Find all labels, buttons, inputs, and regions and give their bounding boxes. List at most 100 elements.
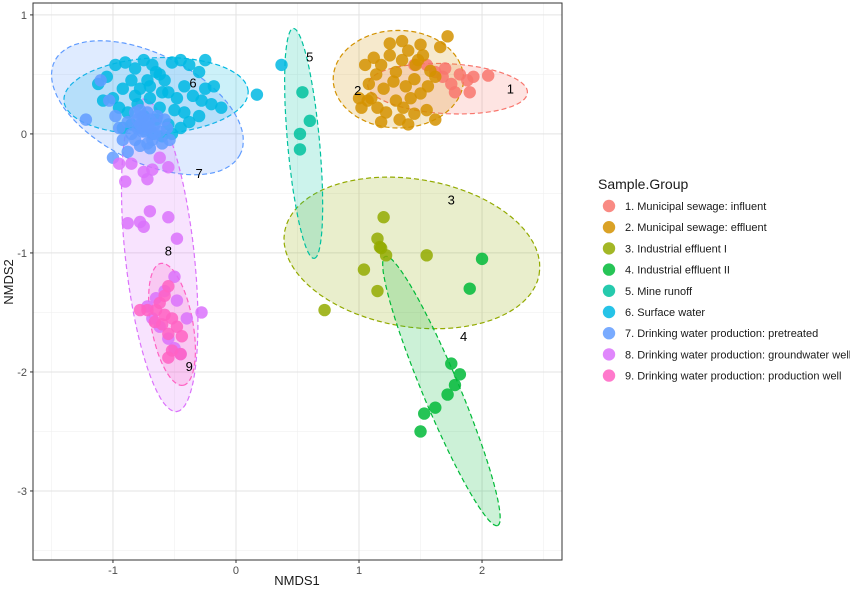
point-group-8: [119, 175, 132, 188]
point-group-7: [103, 94, 116, 107]
point-group-6: [143, 80, 157, 93]
group-label-1: 1: [507, 82, 514, 97]
point-group-6: [170, 92, 184, 105]
point-group-6: [183, 58, 196, 72]
point-group-2: [358, 58, 372, 72]
point-group-1: [438, 62, 452, 75]
point-group-2: [434, 40, 447, 54]
axis-ticks: -1 0 1 2 1 0 -1 -2 -3: [17, 10, 485, 577]
ellipse-5: [283, 27, 324, 260]
point-group-7: [112, 121, 126, 135]
point-group-6: [275, 58, 288, 72]
x-axis-title: NMDS1: [274, 573, 320, 588]
point-group-6: [125, 74, 138, 87]
point-group-8: [170, 232, 184, 245]
group-labels: 1 2 3 4 5 6 7 8 9: [165, 50, 514, 374]
point-group-2: [402, 44, 415, 57]
group-label-7: 7: [195, 166, 202, 181]
y-tick-label: -3: [17, 486, 27, 498]
legend-label-4: 4. Industrial effluent II: [625, 265, 730, 277]
point-group-8: [195, 306, 208, 319]
legend-label-6: 6. Surface water: [625, 307, 705, 319]
point-group-2: [408, 107, 421, 120]
point-group-4: [475, 252, 489, 266]
point-group-2: [389, 65, 403, 79]
point-group-6: [178, 80, 191, 93]
point-group-2: [379, 106, 393, 119]
point-group-2: [404, 92, 417, 105]
group-label-8: 8: [165, 244, 172, 259]
point-group-6: [199, 53, 212, 67]
y-tick-label: -2: [17, 367, 27, 379]
point-group-3: [377, 211, 390, 224]
point-group-7: [116, 133, 130, 147]
point-group-2: [429, 113, 442, 126]
group-label-4: 4: [460, 329, 467, 344]
point-group-2: [414, 38, 427, 51]
point-group-9: [170, 320, 184, 333]
point-group-4: [429, 401, 442, 414]
point-group-2: [370, 68, 383, 81]
data-points: [79, 30, 495, 438]
legend-label-1: 1. Municipal sewage: influent: [625, 201, 766, 213]
point-group-2: [408, 72, 421, 86]
y-tick-label: 0: [21, 129, 27, 141]
ellipse-3: [283, 176, 541, 330]
point-group-2: [395, 53, 409, 67]
group-label-3: 3: [448, 192, 455, 207]
point-group-9: [158, 289, 171, 302]
legend-key-7: [602, 327, 616, 340]
legend-label-9: 9. Drinking water production: production…: [625, 371, 841, 383]
legend-key-6: [602, 305, 616, 319]
point-group-6: [116, 82, 130, 95]
point-group-9: [149, 303, 163, 317]
legend-label-7: 7. Drinking water production: pretreated: [625, 328, 818, 340]
point-group-2: [429, 70, 442, 83]
legend-label-2: 2. Municipal sewage: effluent: [625, 222, 767, 234]
point-group-2: [395, 34, 409, 48]
point-group-9: [148, 315, 161, 329]
point-group-8: [162, 161, 175, 174]
point-group-6: [207, 80, 221, 93]
point-group-2: [441, 30, 454, 43]
legend-title: Sample.Group: [598, 176, 688, 192]
point-group-6: [168, 103, 181, 117]
point-group-2: [421, 80, 435, 93]
point-group-8: [112, 157, 126, 170]
point-group-2: [387, 75, 400, 88]
point-group-2: [411, 53, 425, 67]
point-group-7: [141, 120, 154, 133]
point-group-2: [420, 103, 433, 117]
point-group-6: [250, 88, 264, 101]
y-axis-title: NMDS2: [1, 259, 16, 305]
point-group-4: [453, 368, 467, 381]
point-group-6: [128, 89, 142, 103]
point-group-6: [109, 58, 122, 72]
legend-key-2: [602, 221, 616, 234]
legend-key-3: [602, 242, 616, 255]
point-group-7: [160, 121, 174, 135]
point-group-4: [445, 357, 458, 370]
group-label-9: 9: [186, 359, 193, 374]
legend-key-5: [602, 284, 616, 297]
point-group-2: [383, 49, 396, 62]
y-tick-label: 1: [21, 10, 27, 22]
point-group-9: [162, 351, 175, 364]
point-group-4: [463, 282, 476, 295]
point-group-6: [128, 62, 142, 75]
point-group-8: [153, 151, 166, 164]
legend-label-3: 3. Industrial effluent I: [625, 243, 727, 255]
point-group-5: [303, 114, 317, 128]
point-group-3: [420, 249, 433, 262]
legend-key-9: [602, 369, 616, 382]
legend-key-8: [602, 348, 616, 361]
point-group-7: [121, 145, 134, 158]
point-group-8: [146, 163, 159, 176]
point-group-1: [448, 86, 462, 99]
point-group-8: [137, 220, 150, 233]
point-group-3: [357, 263, 371, 276]
point-group-2: [399, 80, 412, 93]
point-group-8: [125, 157, 138, 170]
point-group-8: [162, 211, 175, 224]
point-group-7: [143, 142, 157, 155]
